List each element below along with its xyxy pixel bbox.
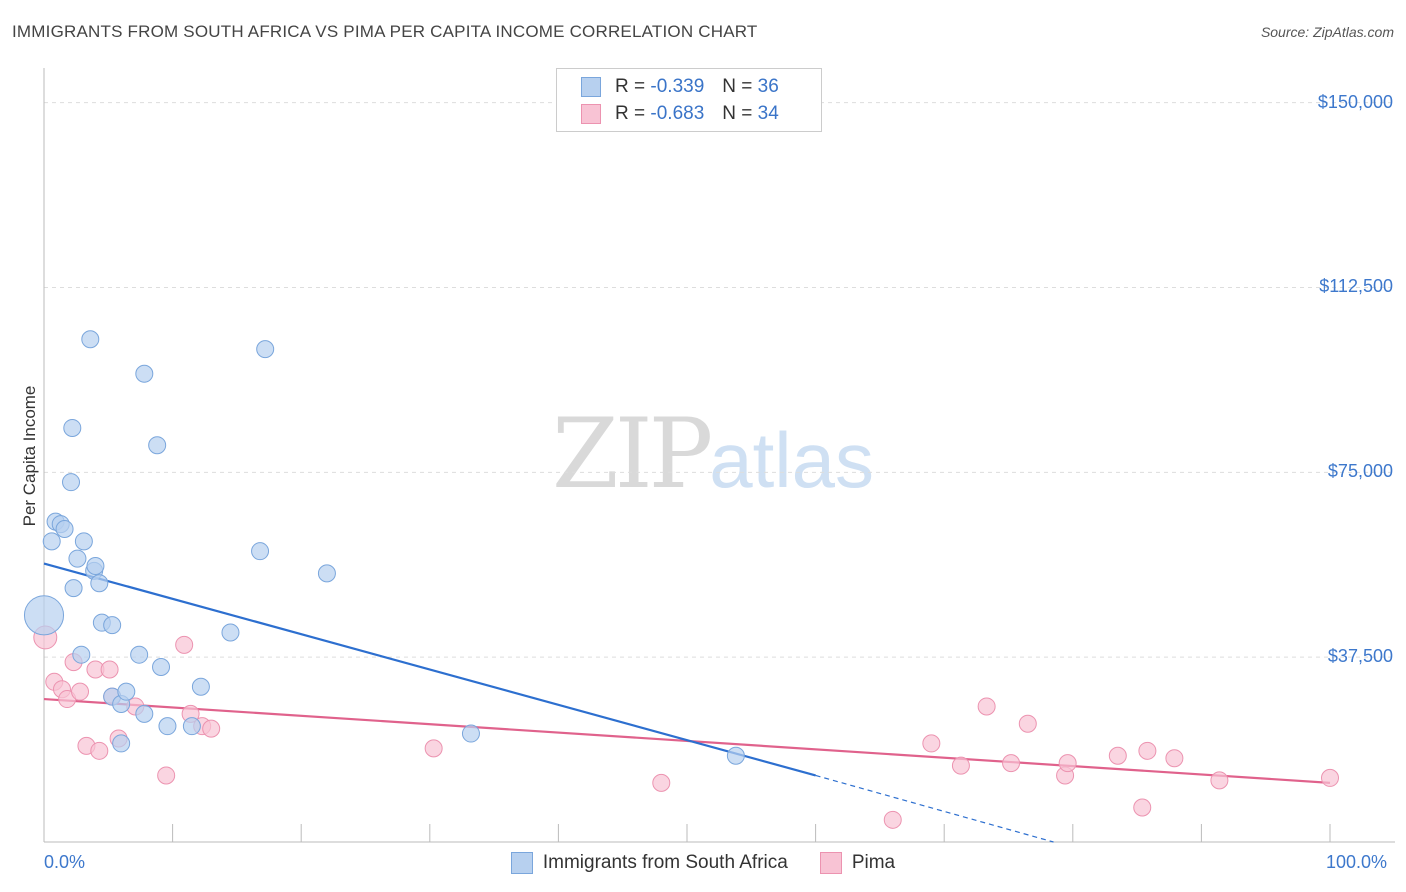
legend-r-value: -0.339: [650, 76, 705, 97]
legend-n-label: N =: [722, 103, 753, 124]
data-point-south-africa: [317, 564, 336, 583]
data-point-south-africa: [103, 616, 122, 635]
data-point-south-africa: [152, 658, 171, 677]
data-point-south-africa: [72, 645, 91, 664]
y-tick-label: $112,500: [1319, 276, 1393, 297]
data-point-pima: [1108, 746, 1127, 765]
legend-item-south-africa[interactable]: Immigrants from South Africa: [510, 852, 788, 874]
data-point-pima: [977, 697, 996, 716]
trend-line-south-africa-extension: [815, 774, 1054, 843]
data-point-pima: [951, 756, 970, 775]
data-point-pima: [1018, 714, 1037, 733]
legend-item-pima[interactable]: Pima: [819, 852, 896, 874]
data-point-pima: [1133, 798, 1152, 817]
data-point-south-africa: [63, 418, 82, 437]
y-tick-label: $150,000: [1317, 91, 1393, 112]
data-point-south-africa: [251, 542, 270, 561]
data-point-south-africa: [64, 579, 83, 598]
x-tick-label-min: 0.0%: [44, 852, 86, 872]
watermark-zip: ZIP: [552, 398, 713, 510]
data-point-south-africa: [135, 364, 154, 383]
data-point-pima: [1058, 754, 1077, 773]
data-point-south-africa: [42, 532, 61, 551]
legend-row-south-africa: R = -0.339 N = 36: [581, 76, 779, 98]
source-label: Source: ZipAtlas.com: [1260, 24, 1394, 40]
data-point-pima: [175, 635, 194, 654]
legend-swatch-pink: [581, 104, 601, 124]
data-point-south-africa: [81, 330, 100, 349]
legend-n-value: 36: [757, 76, 779, 97]
data-point-pima: [1002, 754, 1021, 773]
data-point-pima: [157, 766, 176, 785]
data-point-south-africa: [74, 532, 93, 551]
data-point-south-africa: [130, 645, 149, 664]
data-point-south-africa: [68, 549, 87, 568]
trend-line-south-africa: [43, 562, 816, 777]
data-point-south-africa: [62, 473, 81, 492]
legend-r-label: R =: [615, 103, 646, 124]
data-point-south-africa: [148, 436, 167, 455]
data-point-pima: [922, 734, 941, 753]
data-point-pima: [1138, 741, 1157, 760]
data-point-south-africa: [256, 340, 275, 359]
watermark: ZIPatlas: [552, 398, 874, 510]
data-point-pima: [1165, 749, 1184, 768]
data-point-pima: [100, 660, 119, 679]
watermark-atlas: atlas: [709, 416, 874, 504]
data-point-south-africa: [158, 717, 177, 736]
data-point-south-africa: [117, 682, 136, 701]
legend-r-value: -0.683: [650, 103, 705, 124]
x-tick-label-max: 100.0%: [1326, 852, 1388, 872]
stats-legend: R = -0.339 N = 36 R = -0.683 N = 34: [556, 68, 822, 132]
grid-lines: [44, 102, 1395, 658]
axes: [43, 68, 1395, 843]
legend-swatch-pink: [819, 852, 842, 874]
legend-swatch-blue: [510, 852, 533, 874]
data-point-pima: [71, 682, 90, 701]
chart-title: IMMIGRANTS FROM SOUTH AFRICA VS PIMA PER…: [12, 22, 758, 41]
data-point-south-africa: [461, 724, 480, 743]
data-point-south-africa: [90, 574, 109, 593]
data-point-south-africa: [221, 623, 240, 642]
data-point-south-africa: [23, 595, 65, 636]
data-point-south-africa: [86, 556, 105, 575]
data-point-pima: [883, 810, 902, 829]
y-axis-label: Per Capita Income: [20, 385, 39, 527]
series-legend: Immigrants from South Africa Pima: [0, 852, 1406, 874]
legend-swatch-blue: [581, 77, 601, 97]
trend-lines: [43, 562, 1331, 843]
data-point-pima: [90, 741, 109, 760]
data-point-south-africa: [726, 746, 745, 765]
data-point-pima: [202, 719, 221, 738]
data-point-pima: [1210, 771, 1229, 790]
legend-n-label: N =: [722, 76, 753, 97]
y-tick-label: $37,500: [1327, 646, 1393, 667]
data-point-south-africa: [112, 734, 131, 753]
data-point-south-africa: [135, 704, 154, 723]
data-point-south-africa: [182, 717, 201, 736]
legend-label-pima: Pima: [851, 852, 896, 873]
data-point-south-africa: [55, 520, 74, 539]
data-point-south-africa: [191, 677, 210, 696]
legend-r-label: R =: [615, 76, 646, 97]
data-points: [23, 330, 1339, 829]
legend-label-south-africa: Immigrants from South Africa: [542, 852, 788, 873]
y-tick-label: $75,000: [1327, 461, 1393, 482]
data-point-pima: [652, 773, 671, 792]
data-point-pima: [424, 739, 443, 758]
legend-n-value: 34: [757, 103, 779, 124]
legend-row-pima: R = -0.683 N = 34: [581, 103, 779, 125]
data-point-pima: [1321, 768, 1339, 787]
